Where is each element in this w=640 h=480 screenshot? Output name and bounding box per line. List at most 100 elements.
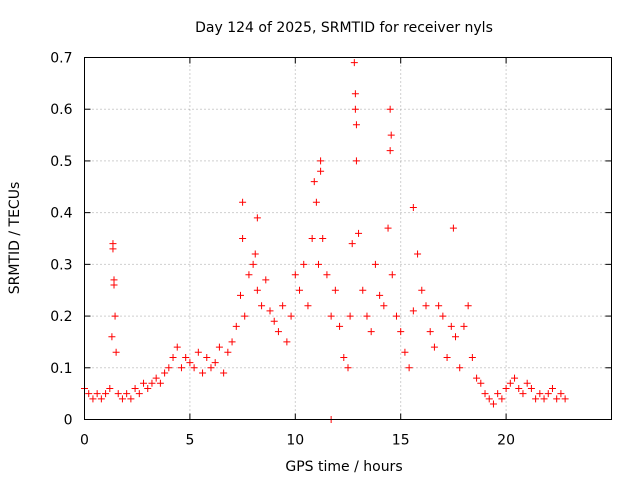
data-point bbox=[228, 338, 236, 346]
data-point bbox=[211, 359, 219, 367]
data-point bbox=[118, 395, 126, 403]
data-point bbox=[144, 384, 152, 392]
data-point bbox=[215, 343, 223, 351]
y-tick-label: 0.5 bbox=[50, 154, 72, 170]
data-point bbox=[355, 229, 363, 237]
data-point bbox=[224, 348, 232, 356]
y-tick-label: 0.2 bbox=[50, 309, 72, 325]
data-point bbox=[173, 343, 181, 351]
data-point bbox=[397, 328, 405, 336]
data-point bbox=[540, 395, 548, 403]
data-point bbox=[439, 312, 447, 320]
data-point bbox=[108, 333, 116, 341]
data-point bbox=[106, 384, 114, 392]
data-point bbox=[93, 390, 101, 398]
data-point bbox=[220, 369, 228, 377]
data-point bbox=[236, 291, 244, 299]
data-point bbox=[477, 379, 485, 387]
x-tick-label: 0 bbox=[80, 433, 89, 449]
y-tick-label: 0.7 bbox=[50, 51, 72, 67]
data-point bbox=[388, 271, 396, 279]
axis-ticks: 0 0.1 0.2 0.3 0.4 0.5 0.6 0.7 0 5 10 15 20 bbox=[50, 51, 612, 449]
data-point bbox=[350, 59, 358, 67]
data-point bbox=[327, 312, 335, 320]
y-tick-label: 0 bbox=[64, 413, 73, 429]
data-point bbox=[352, 121, 360, 129]
data-point bbox=[239, 198, 247, 206]
data-point bbox=[266, 307, 274, 315]
data-point bbox=[527, 384, 535, 392]
data-point bbox=[312, 198, 320, 206]
data-point bbox=[468, 353, 476, 361]
data-point bbox=[304, 302, 312, 310]
data-point bbox=[414, 250, 422, 258]
y-tick-label: 0.4 bbox=[50, 206, 72, 222]
data-point bbox=[199, 369, 207, 377]
data-point bbox=[279, 302, 287, 310]
data-point bbox=[456, 364, 464, 372]
data-point bbox=[111, 312, 119, 320]
data-point bbox=[109, 240, 117, 248]
data-point bbox=[544, 390, 552, 398]
data-point bbox=[376, 291, 384, 299]
data-point bbox=[340, 353, 348, 361]
data-points bbox=[81, 59, 569, 423]
x-tick-label: 5 bbox=[185, 433, 194, 449]
data-point bbox=[392, 312, 400, 320]
data-point bbox=[489, 400, 497, 408]
data-point bbox=[331, 286, 339, 294]
data-point bbox=[511, 374, 519, 382]
data-point bbox=[409, 307, 417, 315]
data-point bbox=[536, 390, 544, 398]
data-point bbox=[283, 338, 291, 346]
y-tick-label: 0.6 bbox=[50, 102, 72, 118]
plot-frame bbox=[84, 57, 612, 420]
data-point bbox=[386, 105, 394, 113]
data-point bbox=[110, 281, 118, 289]
data-point bbox=[426, 328, 434, 336]
data-point bbox=[274, 328, 282, 336]
y-tick-label: 0.3 bbox=[50, 257, 72, 273]
data-point bbox=[405, 364, 413, 372]
data-point bbox=[561, 395, 569, 403]
data-point bbox=[161, 369, 169, 377]
data-point bbox=[314, 260, 322, 268]
data-point bbox=[386, 147, 394, 155]
data-point bbox=[239, 235, 247, 242]
data-point bbox=[449, 224, 457, 232]
data-point bbox=[245, 271, 253, 279]
data-point bbox=[473, 374, 481, 382]
data-point bbox=[548, 384, 556, 392]
data-point bbox=[380, 302, 388, 310]
data-point bbox=[346, 312, 354, 320]
data-point bbox=[177, 364, 185, 372]
data-point bbox=[367, 328, 375, 336]
data-point bbox=[112, 348, 120, 356]
data-point bbox=[557, 390, 565, 398]
data-point bbox=[169, 353, 177, 361]
data-point bbox=[430, 343, 438, 351]
data-point bbox=[317, 167, 325, 175]
data-point bbox=[422, 302, 430, 310]
data-point bbox=[262, 276, 270, 284]
data-point bbox=[485, 395, 493, 403]
data-point bbox=[363, 312, 371, 320]
data-point bbox=[384, 224, 392, 232]
data-point bbox=[464, 302, 472, 310]
data-point bbox=[515, 384, 523, 392]
data-point bbox=[123, 390, 131, 398]
data-point bbox=[296, 286, 304, 294]
data-point bbox=[89, 395, 97, 403]
data-point bbox=[287, 312, 295, 320]
data-point bbox=[452, 333, 460, 341]
data-point bbox=[502, 384, 510, 392]
data-point bbox=[344, 364, 352, 372]
data-point bbox=[352, 157, 360, 165]
data-point bbox=[127, 395, 135, 403]
data-point bbox=[310, 178, 318, 186]
data-point bbox=[85, 390, 93, 398]
data-point bbox=[553, 395, 561, 403]
data-point bbox=[249, 260, 257, 268]
data-point bbox=[291, 271, 299, 279]
